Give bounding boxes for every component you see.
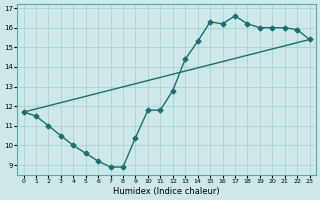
X-axis label: Humidex (Indice chaleur): Humidex (Indice chaleur) [113,187,220,196]
